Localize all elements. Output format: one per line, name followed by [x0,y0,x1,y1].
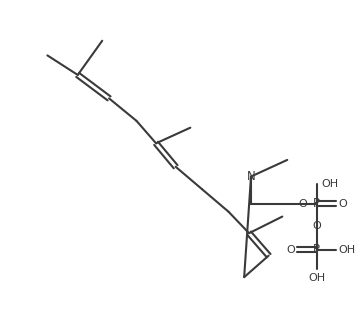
Text: P: P [313,243,320,256]
Text: OH: OH [308,273,325,283]
Text: OH: OH [322,179,339,189]
Text: N: N [247,170,255,183]
Text: O: O [312,221,321,231]
Text: P: P [313,198,320,210]
Text: OH: OH [338,245,355,255]
Text: O: O [299,199,307,209]
Text: O: O [286,245,295,255]
Text: O: O [338,199,347,209]
